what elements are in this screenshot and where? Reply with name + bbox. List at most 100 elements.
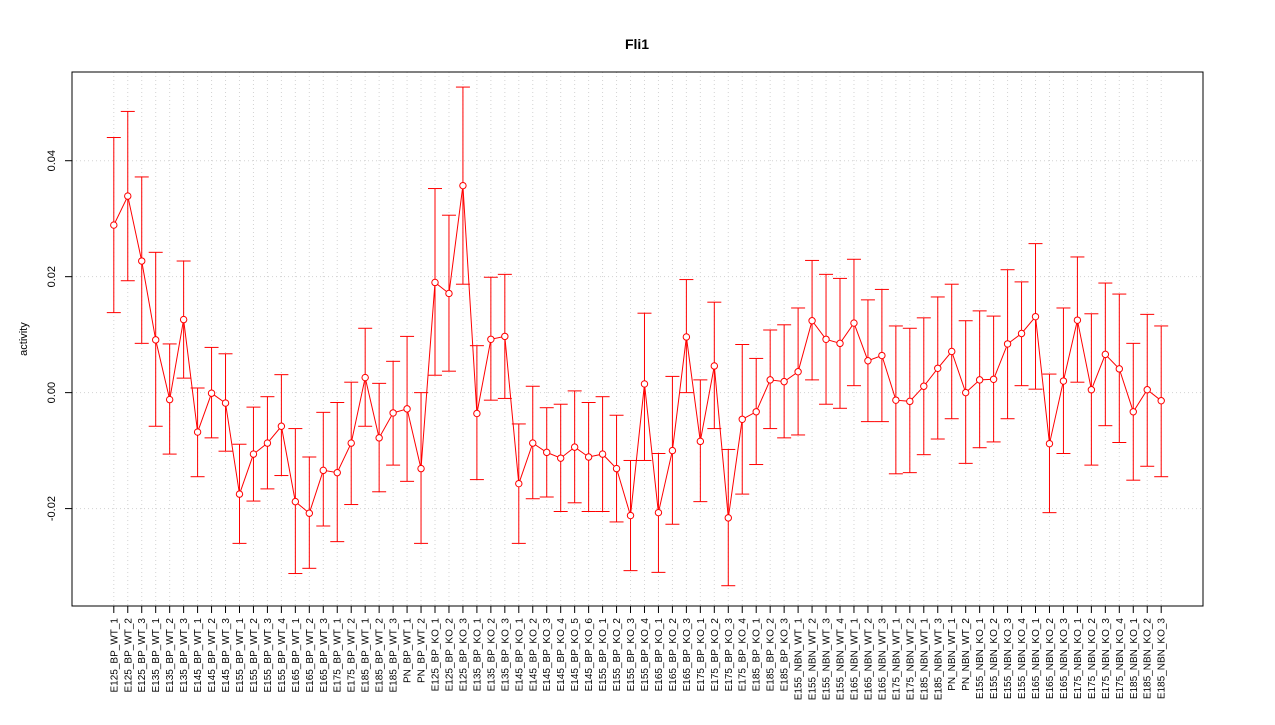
data-point bbox=[864, 357, 872, 365]
data-point bbox=[961, 388, 970, 397]
y-tick-label: 0.02 bbox=[46, 266, 58, 287]
x-tick-label: E145_BP_KO_3 bbox=[542, 618, 553, 692]
data-point bbox=[361, 373, 369, 382]
x-tick-label: E145_BP_WT_1 bbox=[193, 618, 204, 693]
data-point bbox=[724, 514, 732, 522]
data-point bbox=[110, 221, 118, 229]
x-tick-label: E155_NBN_WT_1 bbox=[794, 618, 805, 701]
data-point bbox=[808, 317, 816, 325]
data-point bbox=[221, 399, 230, 407]
data-point bbox=[249, 450, 258, 458]
x-tick-label: PN_NBN_WT_2 bbox=[961, 618, 972, 691]
data-point bbox=[738, 415, 746, 424]
data-point bbox=[752, 408, 760, 416]
x-tick-label: E135_BP_WT_3 bbox=[179, 618, 190, 693]
data-point bbox=[347, 439, 355, 447]
y-tick-label: 0.00 bbox=[46, 382, 58, 403]
data-point bbox=[710, 362, 719, 370]
data-point bbox=[179, 315, 188, 324]
x-tick-label: E175_NBN_KO_3 bbox=[1101, 618, 1112, 700]
x-tick-label: E165_BP_KO_2 bbox=[668, 618, 679, 692]
x-axis: E125_BP_WT_1 E125_BP_WT_2 E125_BP_WT_3 E135… bbox=[109, 605, 1168, 701]
x-tick-label: E155_BP_WT_1 bbox=[235, 618, 246, 693]
x-tick-label: E125_BP_KO_3 bbox=[458, 618, 469, 692]
x-tick-label: E185_NBN_KO_3 bbox=[1157, 618, 1168, 700]
data-point bbox=[780, 377, 788, 386]
x-tick-label: E155_NBN_KO_1 bbox=[975, 618, 986, 700]
data-point bbox=[920, 382, 928, 390]
x-tick-label: E175_BP_KO_4 bbox=[738, 618, 749, 692]
data-point bbox=[668, 446, 677, 455]
data-point bbox=[696, 437, 705, 446]
data-point bbox=[529, 439, 537, 447]
data-point bbox=[193, 428, 202, 436]
x-tick-label: E175_BP_WT_2 bbox=[347, 618, 358, 693]
data-point bbox=[822, 335, 830, 343]
data-point bbox=[934, 364, 942, 372]
x-tick-label: E155_NBN_KO_3 bbox=[1003, 618, 1014, 700]
data-point bbox=[1031, 312, 1040, 321]
data-point bbox=[1059, 377, 1068, 385]
x-tick-label: E165_NBN_WT_1 bbox=[849, 618, 860, 701]
x-tick-label: E165_NBN_KO_3 bbox=[1059, 618, 1070, 700]
x-tick-label: E125_BP_WT_1 bbox=[109, 618, 120, 693]
data-point bbox=[333, 468, 341, 477]
x-tick-label: E155_BP_WT_2 bbox=[249, 618, 260, 693]
x-tick-label: E125_BP_WT_3 bbox=[137, 618, 148, 693]
grid-layer bbox=[72, 72, 1203, 606]
data-point bbox=[850, 319, 858, 327]
data-point bbox=[766, 376, 774, 384]
x-tick-label: E155_NBN_WT_4 bbox=[835, 618, 846, 701]
x-tick-label: E175_BP_KO_2 bbox=[710, 618, 721, 692]
x-tick-label: E145_BP_KO_6 bbox=[584, 618, 595, 692]
data-point bbox=[612, 464, 621, 473]
data-point bbox=[375, 434, 383, 442]
data-point bbox=[1115, 365, 1124, 373]
data-point bbox=[124, 192, 132, 200]
x-tick-label: PN_BP_WT_2 bbox=[417, 618, 428, 683]
x-tick-label: E175_NBN_WT_1 bbox=[891, 618, 902, 701]
errorbar-layer bbox=[106, 86, 1169, 587]
data-point bbox=[207, 389, 216, 397]
x-tick-label: E185_BP_KO_3 bbox=[780, 618, 791, 692]
x-tick-label: E175_NBN_KO_1 bbox=[1073, 618, 1084, 700]
data-point bbox=[556, 454, 565, 462]
data-point bbox=[305, 509, 314, 517]
data-point bbox=[654, 508, 663, 517]
data-point bbox=[1101, 350, 1110, 359]
data-point bbox=[626, 511, 635, 520]
data-point bbox=[1073, 316, 1082, 324]
x-tick-label: E145_BP_WT_2 bbox=[207, 618, 218, 693]
x-tick-label: E135_BP_WT_1 bbox=[151, 618, 162, 693]
data-point bbox=[584, 453, 593, 461]
data-point bbox=[598, 450, 607, 458]
data-point bbox=[459, 181, 467, 190]
x-tick-label: E185_BP_WT_1 bbox=[361, 618, 372, 693]
data-point bbox=[1157, 397, 1165, 405]
data-point bbox=[682, 333, 691, 341]
data-point bbox=[975, 376, 984, 384]
x-tick-label: E165_NBN_KO_2 bbox=[1045, 618, 1056, 700]
data-point bbox=[640, 380, 649, 388]
data-point bbox=[501, 332, 509, 341]
x-tick-label: E155_NBN_WT_3 bbox=[822, 618, 833, 701]
data-point bbox=[291, 497, 300, 506]
plot-frame bbox=[71, 71, 1204, 607]
x-tick-label: E185_BP_WT_3 bbox=[389, 618, 400, 693]
x-tick-label: E165_BP_KO_1 bbox=[654, 618, 665, 692]
x-tick-label: E175_NBN_KO_4 bbox=[1115, 618, 1126, 700]
data-point bbox=[445, 289, 453, 298]
x-tick-label: E185_BP_KO_1 bbox=[752, 618, 763, 692]
x-tick-label: E135_BP_KO_1 bbox=[472, 618, 483, 692]
data-point bbox=[1087, 386, 1096, 394]
x-tick-label: E155_BP_KO_2 bbox=[612, 618, 623, 692]
x-tick-label: E155_BP_KO_3 bbox=[626, 618, 637, 692]
x-tick-label: E185_NBN_KO_1 bbox=[1129, 618, 1140, 700]
x-tick-label: E145_BP_KO_2 bbox=[528, 618, 539, 692]
x-tick-label: E165_BP_WT_1 bbox=[291, 618, 302, 693]
data-point bbox=[836, 339, 844, 348]
x-tick-label: E165_BP_KO_3 bbox=[682, 618, 693, 692]
x-tick-label: E155_NBN_KO_2 bbox=[989, 618, 1000, 700]
x-tick-label: E165_NBN_WT_2 bbox=[863, 618, 874, 701]
